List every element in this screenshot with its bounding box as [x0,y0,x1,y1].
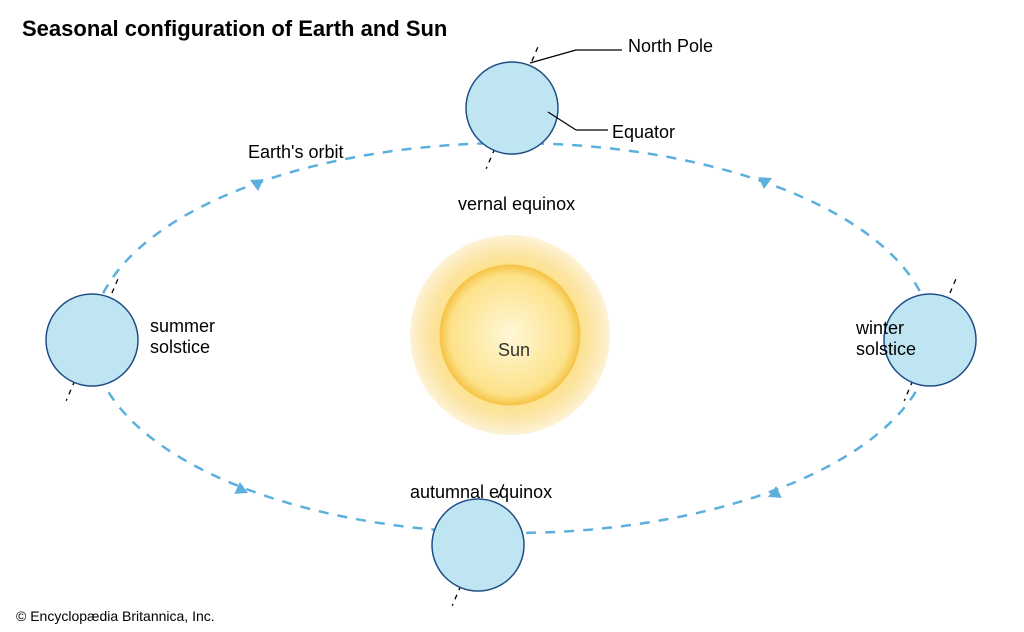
orbit-arrow-3 [765,486,781,503]
label-summer-solstice: summer solstice [150,316,215,357]
earth-vernal [466,47,558,169]
earth-summer [46,279,138,401]
label-equator: Equator [612,122,675,143]
diagram-stage: Seasonal configuration of Earth and Sun … [0,0,1024,632]
orbit-arrow-1 [758,172,774,189]
orbit-arrow-0 [247,174,263,191]
sun-label: Sun [498,340,530,361]
label-vernal-equinox: vernal equinox [458,194,575,215]
label-autumnal-equinox: autumnal equinox [410,482,552,503]
label-north-pole: North Pole [628,36,713,57]
sun-core [440,265,580,405]
callout-line-north-pole-0 [530,50,576,63]
label-winter-solstice: winter solstice [856,318,916,359]
label-earths-orbit: Earth's orbit [248,142,343,163]
